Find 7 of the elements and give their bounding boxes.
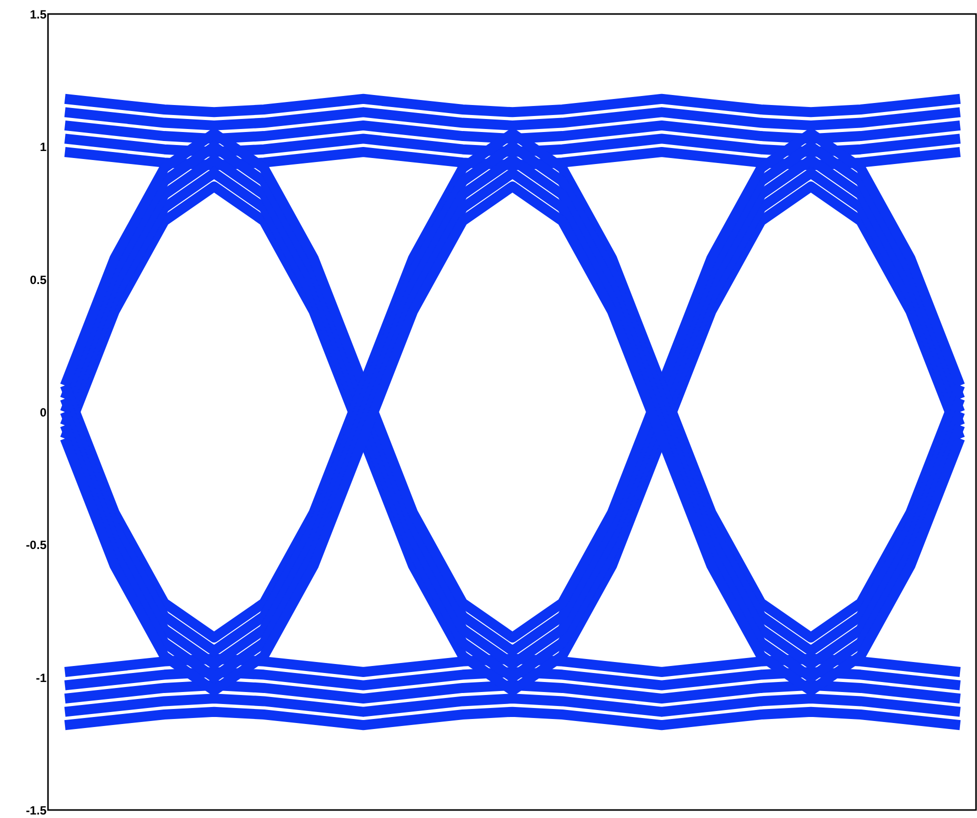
y-tick-label: -1.5: [26, 804, 47, 818]
y-tick-label: 1.5: [30, 8, 47, 22]
y-tick-label: -1: [36, 670, 47, 685]
y-tick-label: 0.5: [30, 272, 47, 287]
y-tick-label: 0: [40, 406, 47, 420]
y-tick-label: 1: [40, 140, 47, 154]
y-tick-label: -0.5: [26, 538, 47, 552]
